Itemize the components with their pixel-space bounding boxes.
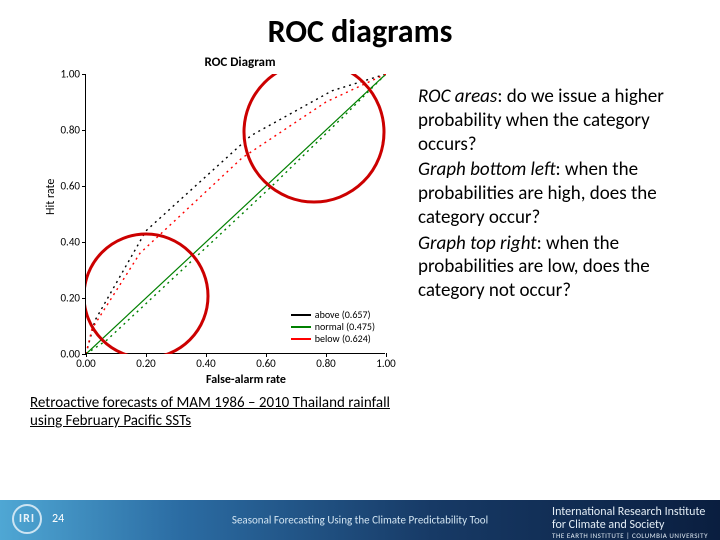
org-name-3: THE EARTH INSTITUTE | COLUMBIA UNIVERSIT… <box>552 532 708 540</box>
content-row: ROC Diagram Hit rate above (0.657)normal… <box>0 51 720 430</box>
explanatory-text: ROC areas: do we issue a higher probabil… <box>410 55 700 430</box>
para-roc-areas: ROC areas: do we issue a higher probabil… <box>418 85 700 156</box>
para1-head: ROC areas <box>418 85 497 108</box>
footer-center-text: Seasonal Forecasting Using the Climate P… <box>232 514 488 527</box>
para3-head: Graph top right <box>418 232 537 255</box>
chart-caption: Retroactive forecasts of MAM 1986 – 2010… <box>30 394 410 430</box>
para2-head: Graph bottom left <box>418 158 556 181</box>
footer-bar: IRI 24 Seasonal Forecasting Using the Cl… <box>0 500 720 540</box>
para-top-right: Graph top right: when the probabilities … <box>418 232 700 303</box>
legend-swatch <box>291 338 311 340</box>
slide-title: ROC diagrams <box>0 0 720 51</box>
legend-item: below (0.624) <box>291 333 375 345</box>
roc-plot: above (0.657)normal (0.475)below (0.624)… <box>85 74 385 354</box>
footer-right: International Research Institute for Cli… <box>552 506 708 540</box>
y-axis-label: Hit rate <box>44 179 58 215</box>
chart-container: ROC Diagram Hit rate above (0.657)normal… <box>30 55 410 430</box>
para-bottom-left: Graph bottom left: when the probabilitie… <box>418 158 700 229</box>
footer-left: IRI 24 <box>12 504 64 534</box>
legend: above (0.657)normal (0.475)below (0.624) <box>287 307 379 347</box>
page-number: 24 <box>52 512 64 526</box>
legend-swatch <box>291 326 311 328</box>
legend-label: below (0.624) <box>315 333 371 345</box>
legend-swatch <box>291 314 311 316</box>
iri-logo: IRI <box>12 504 42 534</box>
x-axis-label: False-alarm rate <box>206 373 286 387</box>
chart-title: ROC Diagram <box>70 55 410 70</box>
